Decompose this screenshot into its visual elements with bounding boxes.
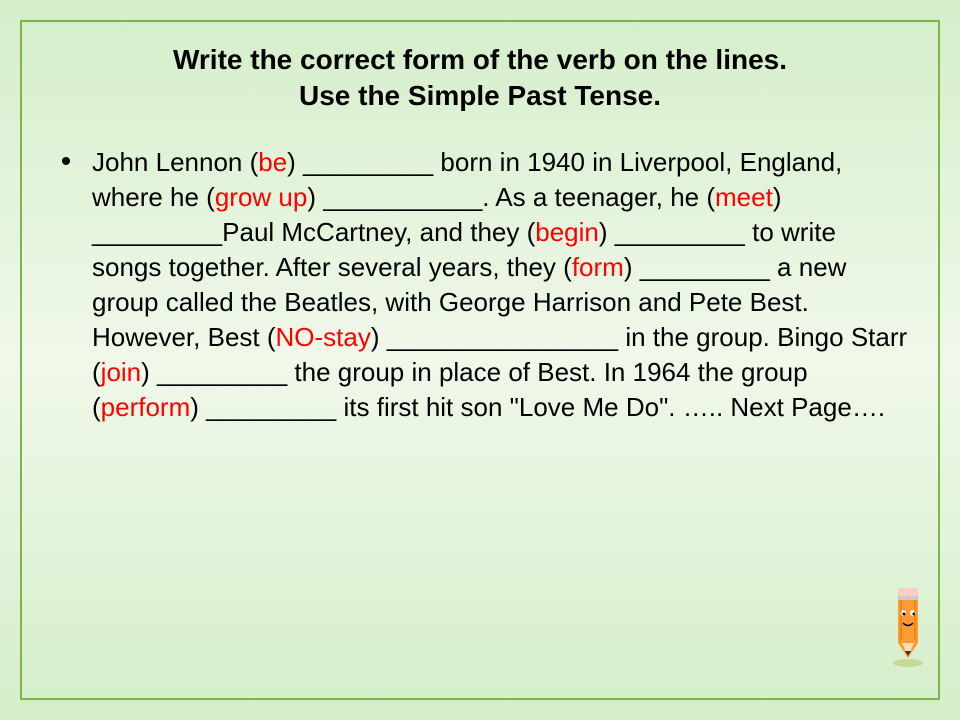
slide-frame: Write the correct form of the verb on th… — [20, 20, 940, 700]
verb-meet: meet — [715, 182, 773, 212]
text-1: John Lennon ( — [92, 147, 258, 177]
text-9: ) _________ its first hit son "Love Me D… — [190, 392, 885, 422]
slide-title: Write the correct form of the verb on th… — [52, 42, 908, 115]
verb-grow-up: grow up — [215, 182, 308, 212]
verb-join: join — [101, 357, 141, 387]
title-line-2: Use the Simple Past Tense. — [299, 80, 661, 111]
verb-begin: begin — [535, 217, 599, 247]
bullet-icon — [62, 157, 70, 165]
verb-no-stay: NO-stay — [276, 322, 371, 352]
title-line-1: Write the correct form of the verb on th… — [173, 44, 787, 75]
exercise-paragraph: John Lennon (be) _________ born in 1940 … — [52, 145, 908, 426]
verb-perform: perform — [101, 392, 191, 422]
verb-form: form — [572, 252, 624, 282]
pencil-icon — [883, 578, 933, 668]
verb-be: be — [258, 147, 287, 177]
text-3: ) ___________. As a teenager, he ( — [307, 182, 715, 212]
